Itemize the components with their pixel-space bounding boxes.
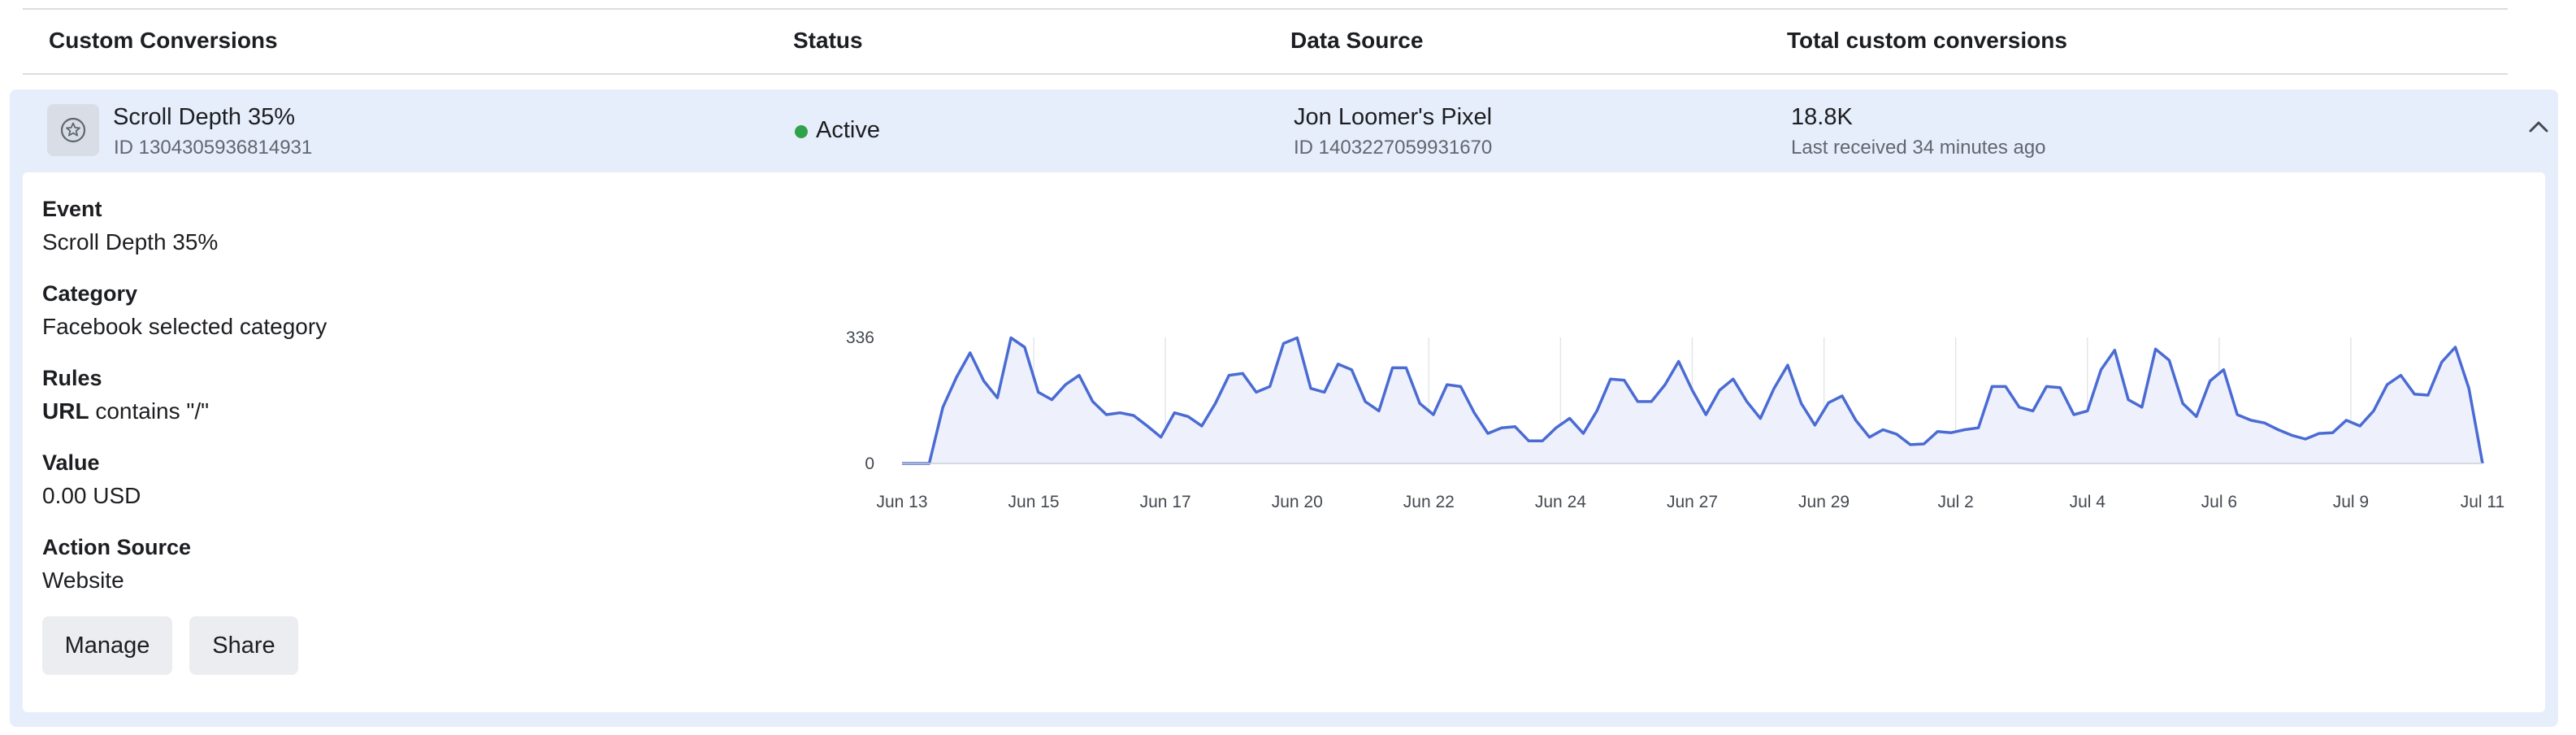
x-tick-label: Jun 17 [1140,493,1191,511]
column-header-total[interactable]: Total custom conversions [1787,28,2067,53]
last-received: Last received 34 minutes ago [1791,137,2046,159]
column-header-data-source[interactable]: Data Source [1290,28,1424,53]
star-icon [60,117,86,143]
y-tick-label: 336 [846,328,874,347]
conversions-chart: 0 336 Jun 13 Jun 15 Jun 17 Jun 20 Jun 22 Jun 2… [846,328,2504,511]
conversion-name[interactable]: Scroll Depth 35% [113,104,296,130]
x-tick-label: Jul 2 [1937,493,1973,511]
x-tick-label: Jun 20 [1272,493,1323,511]
x-tick-label: Jun 27 [1667,493,1718,511]
action-source-value: Website [42,568,124,593]
x-tick-label: Jul 6 [2201,493,2237,511]
rules-field: URL [42,398,89,424]
data-source-name[interactable]: Jon Loomer's Pixel [1294,104,1493,130]
x-tick-label: Jul 11 [2461,493,2504,511]
y-tick-label: 0 [865,454,874,473]
share-button[interactable]: Share [189,616,298,675]
category-label: Category [42,281,138,306]
category-value: Facebook selected category [42,314,327,339]
conversion-id: ID 1304305936814931 [114,137,313,159]
chart-x-ticks: Jun 13 Jun 15 Jun 17 Jun 20 Jun 22 Jun 24 Jun … [876,493,2504,511]
conversion-icon-box [47,104,99,156]
rules-value: URL contains "/" [42,398,209,424]
total-conversions: 18.8K [1791,104,1853,130]
x-tick-label: Jun 15 [1008,493,1060,511]
x-tick-label: Jun 29 [1798,493,1850,511]
chevron-up-icon[interactable] [2527,119,2550,135]
x-tick-label: Jun 22 [1403,493,1455,511]
header-top-divider [23,8,2508,10]
data-source-id: ID 1403227059931670 [1294,137,1493,159]
x-tick-label: Jul 9 [2333,493,2369,511]
rules-label: Rules [42,366,102,390]
chart-y-ticks: 0 336 [846,328,874,473]
action-source-label: Action Source [42,535,192,559]
header-bottom-divider [23,73,2508,75]
event-label: Event [42,197,102,221]
event-value: Scroll Depth 35% [42,229,219,254]
chart-area-fill [902,337,2483,463]
value-label: Value [42,450,100,475]
rules-condition: contains "/" [95,398,210,424]
value-value: 0.00 USD [42,483,141,508]
chart-series-line [902,336,2484,465]
status-text: Active [816,117,880,143]
x-tick-label: Jul 4 [2070,493,2106,511]
column-header-status[interactable]: Status [793,28,863,53]
manage-button[interactable]: Manage [42,616,172,675]
status-dot [795,125,808,138]
x-tick-label: Jun 24 [1535,493,1586,511]
column-header-custom-conversions[interactable]: Custom Conversions [49,28,278,53]
x-tick-label: Jun 13 [876,493,927,511]
